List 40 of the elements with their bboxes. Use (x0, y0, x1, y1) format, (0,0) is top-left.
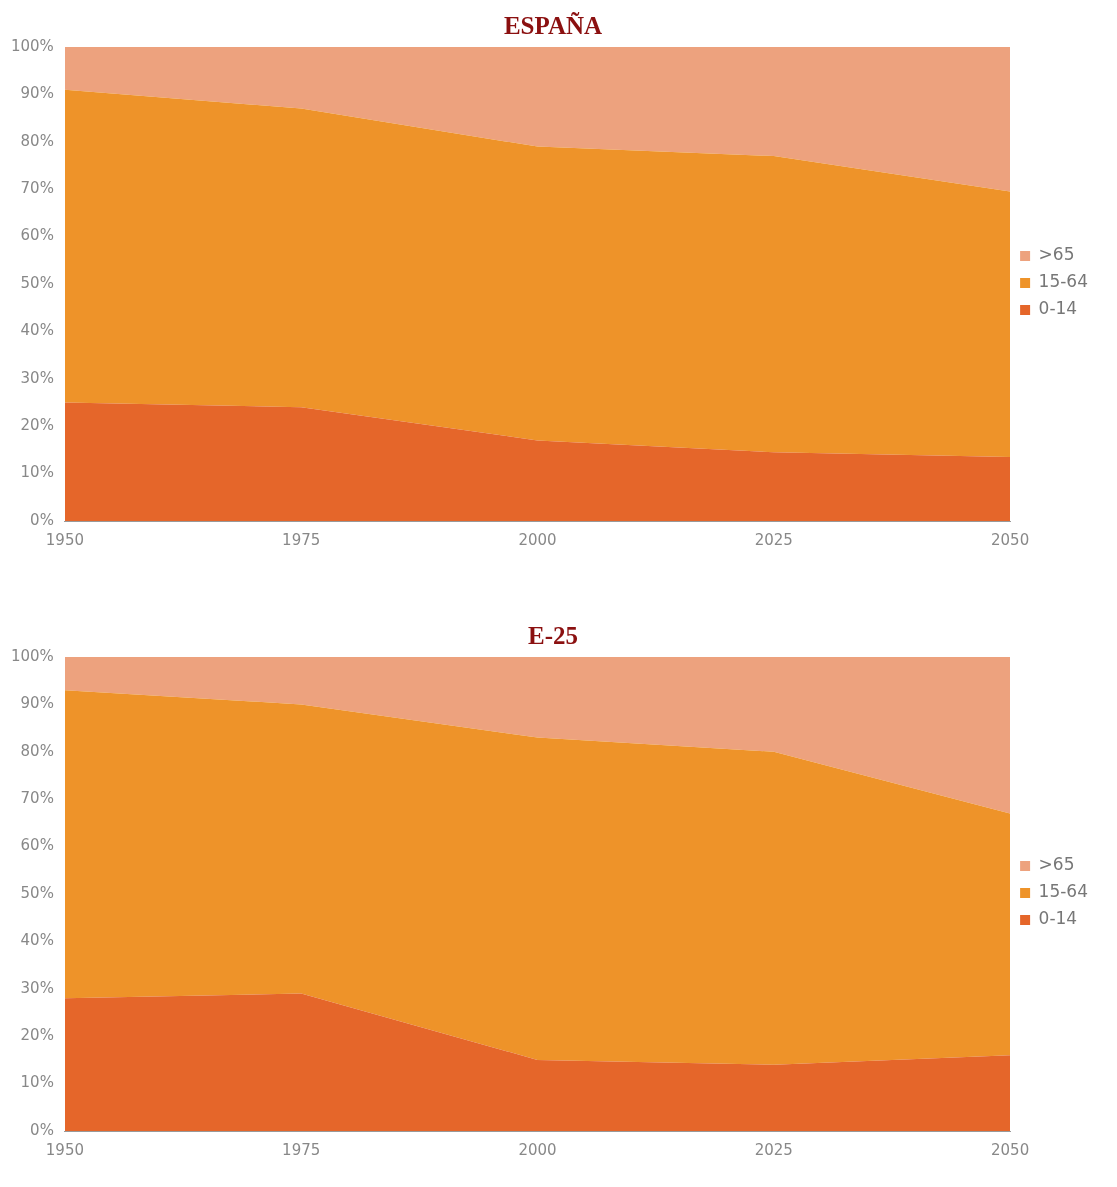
y-tick-label: 70% (20, 789, 54, 808)
y-tick-label: 10% (20, 463, 54, 482)
legend-label: 15-64 (1038, 271, 1089, 292)
y-tick-label: 10% (20, 1073, 54, 1092)
x-tick-label: 2025 (754, 530, 793, 549)
y-tick-label: 60% (20, 226, 54, 245)
legend-label: 15-64 (1038, 881, 1089, 902)
legend-label: 0-14 (1038, 298, 1078, 319)
y-tick-label: 0% (30, 1120, 54, 1139)
y-tick-label: 60% (20, 836, 54, 855)
legend-label: 0-14 (1038, 908, 1078, 929)
chart-title: E-25 (528, 622, 578, 650)
y-tick-label: 80% (20, 741, 54, 760)
y-tick-label: 50% (20, 883, 54, 902)
y-tick-label: 80% (20, 131, 54, 150)
y-tick-label: 40% (20, 931, 54, 950)
legend-label: >65 (1038, 854, 1075, 875)
x-tick-label: 2000 (518, 1140, 557, 1159)
y-tick-label: 100% (10, 646, 54, 665)
y-tick-label: 30% (20, 368, 54, 387)
y-tick-label: 90% (20, 694, 54, 713)
y-tick-label: 90% (20, 84, 54, 103)
y-tick-label: 70% (20, 179, 54, 198)
x-tick-label: 1950 (45, 530, 84, 549)
x-tick-label: 1975 (282, 1140, 321, 1159)
y-tick-label: 50% (20, 273, 54, 292)
legend-label: >65 (1038, 244, 1075, 265)
x-tick-label: 2000 (518, 530, 557, 549)
y-tick-label: 0% (30, 510, 54, 529)
x-tick-label: 2025 (754, 1140, 793, 1159)
y-tick-label: 100% (10, 36, 54, 55)
chart-title: ESPAÑA (503, 12, 603, 40)
y-tick-label: 20% (20, 416, 54, 435)
x-tick-label: 1950 (45, 1140, 84, 1159)
x-tick-label: 1975 (282, 530, 321, 549)
x-tick-label: 2050 (991, 530, 1030, 549)
x-tick-label: 2050 (991, 1140, 1030, 1159)
y-tick-label: 30% (20, 978, 54, 997)
y-tick-label: 20% (20, 1026, 54, 1045)
y-tick-label: 40% (20, 321, 54, 340)
